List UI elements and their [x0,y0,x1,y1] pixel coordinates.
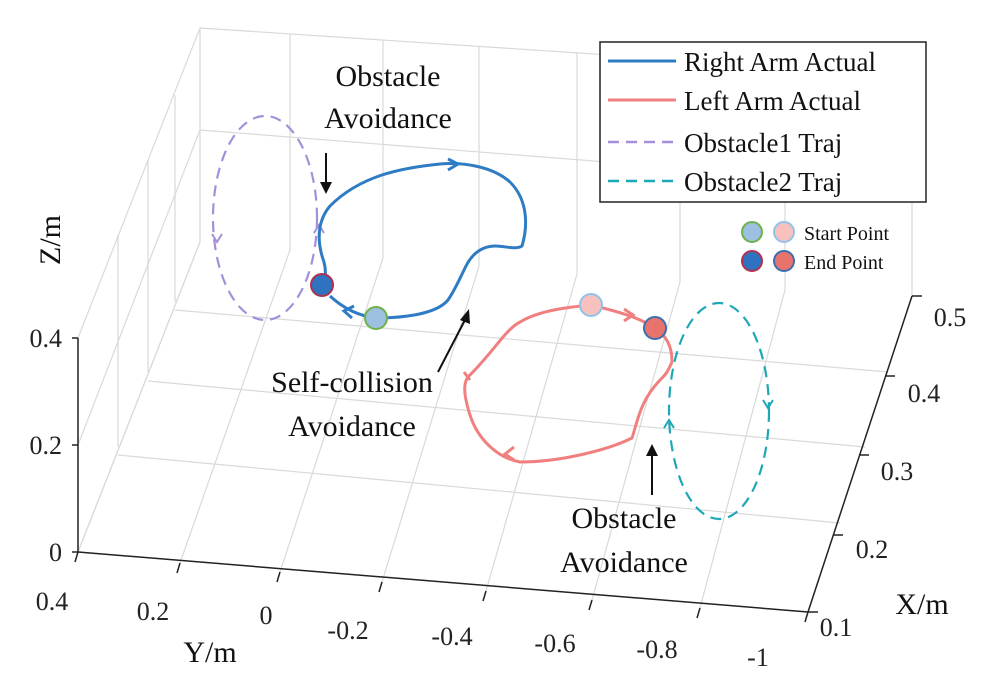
y-tick-mark [482,590,487,602]
annotation-line: Obstacle [336,60,441,93]
x-tick-label: 0.2 [856,535,889,564]
y-tick-label: -1 [747,643,769,672]
z-tick-labels: 0 0.2 0.4 [30,324,63,567]
legend-label-right-arm: Right Arm Actual [684,47,876,77]
obstacle2-direction-arrow [762,399,774,410]
grid-line [485,273,578,592]
y-tick-label: -0.2 [327,616,368,645]
y-tick-mark [176,562,181,574]
y-tick-mark [378,581,383,593]
x-axis-line [807,295,913,613]
y-tick-label: 0.2 [137,597,170,626]
y-tick-mark [276,571,281,583]
z-axis-label: Z/m [34,215,67,265]
annotation-line: Avoidance [324,102,452,135]
annotation-arrow [437,317,467,373]
y-tick-labels: 0.4 0.2 0 -0.2 -0.4 -0.6 -0.8 -1 [36,587,769,672]
annotation-arrowhead [460,309,470,324]
y-axis-label: Y/m [183,636,236,669]
grid-line [174,309,889,373]
y-tick-mark [74,551,79,563]
left-arm-end-point [643,316,667,340]
left-arm-trajectory-kink [462,371,472,381]
start-point-label: Start Point [804,223,889,245]
end-point-label: End Point [804,252,884,274]
annotation-line: Avoidance [288,410,416,443]
annotation-obstacle-avoidance-right: Obstacle Avoidance [320,60,452,194]
legend-label-obstacle1: Obstacle1 Traj [684,128,842,158]
obstacle1-direction-arrow [211,233,223,244]
legend-label-obstacle2: Obstacle2 Traj [684,167,842,197]
x-tick-label: 0.1 [820,613,853,642]
y-tick-mark [588,599,593,611]
x-tick-labels: 0.1 0.2 0.3 0.4 0.5 [820,303,967,642]
y-tick-label: -0.8 [636,635,677,664]
legend-box [599,41,927,203]
right-arm-direction-arrow [341,304,355,320]
grid-line [699,289,786,609]
z-tick-label: 0.2 [30,431,63,460]
x-axis-label: X/m [895,588,948,621]
y-tick-label: 0 [260,601,273,630]
annotation-line: Self-collision [271,366,433,399]
annotation-arrowhead [646,444,658,456]
left-arm-direction-arrow [623,307,636,323]
grid-line [279,257,384,573]
marker-key: Start Point End Point [741,221,889,274]
annotation-arrowhead [320,182,332,194]
x-tick-label: 0.5 [934,303,967,332]
right-arm-start-point [364,306,388,330]
grid-line [147,380,866,448]
right-arm-direction-arrow [447,157,462,172]
obstacle2-direction-arrow [663,418,675,429]
right-arm-end-point [310,273,334,297]
grid-line [77,241,201,553]
annotation-self-collision-avoidance: Self-collision Avoidance [271,309,470,443]
y-tick-mark [804,611,809,623]
right-arm-trajectory [317,162,528,320]
grid-line [77,27,201,339]
left-arm-direction-arrow [502,445,515,462]
y-tick-label: 0.4 [36,587,69,616]
start-marker-key-left [773,221,795,243]
grid-line [117,454,841,524]
y-tick-label: -0.6 [534,629,575,658]
obstacle1-trajectory [211,114,319,322]
y-axis-line [77,551,809,613]
x-tick-label: 0.4 [908,379,941,408]
end-marker-key-left [773,250,795,272]
annotation-line: Avoidance [560,546,688,579]
legend: Right Arm Actual Left Arm Actual Obstacl… [599,41,927,203]
grid-line [179,249,291,564]
z-tick-label: 0.4 [30,324,63,353]
y-tick-mark [696,607,701,619]
annotation-line: Obstacle [572,502,677,535]
annotation-obstacle-avoidance-left: Obstacle Avoidance [560,444,688,579]
axes [72,295,922,623]
grid-line [77,129,201,446]
start-marker-key-right [741,221,763,243]
grid-line [591,281,681,601]
x-tick-label: 0.3 [881,457,914,486]
obstacle2-trajectory [667,301,771,521]
end-marker-key-right [741,250,763,272]
z-tick-label: 0 [49,538,62,567]
left-arm-start-point [579,293,603,317]
left-arm-trajectory [463,303,674,464]
y-tick-label: -0.4 [431,622,472,651]
legend-label-left-arm: Left Arm Actual [684,86,861,116]
